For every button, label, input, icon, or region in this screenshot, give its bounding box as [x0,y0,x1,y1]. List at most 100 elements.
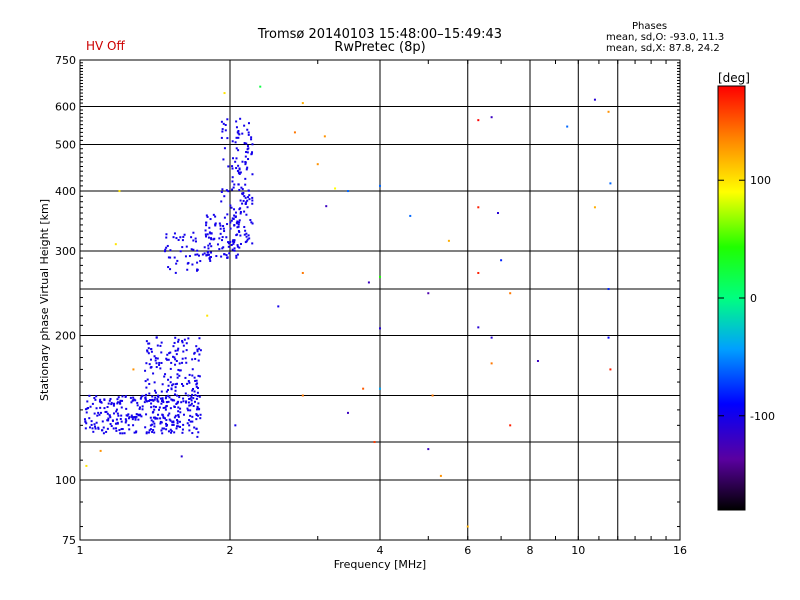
echo-point [168,352,171,355]
echo-point [194,394,197,397]
echo-point [177,414,180,417]
echo-point [190,399,193,402]
echo-point [145,393,148,396]
echo-point [153,381,156,384]
echo-point [160,361,163,364]
echo-point [127,413,130,416]
echo-point [167,384,170,387]
echo-point [178,420,181,423]
echo-point [145,413,148,416]
echo-point [140,415,143,418]
y-tick-label: 400 [55,185,76,198]
echo-point [243,225,246,228]
echo-point [166,358,169,361]
echo-point [293,131,296,134]
echo-point [199,413,202,416]
echo-point [244,229,247,232]
echo-point [195,413,198,416]
echo-point [175,353,178,356]
echo-point [239,212,242,215]
echo-point [250,153,253,156]
echo-point [243,210,246,213]
echo-point [173,232,176,235]
echo-point [197,254,200,257]
echo-point [246,145,249,148]
echo-point [251,173,254,176]
echo-point [214,224,217,227]
echo-point [251,202,254,205]
echo-point [238,219,241,222]
echo-point [112,412,115,415]
echo-point [125,419,128,422]
echo-point [205,254,208,257]
echo-point [239,242,242,245]
echo-point [186,382,189,385]
echo-point [167,266,170,269]
echo-point [509,292,512,295]
echo-point [151,430,154,433]
echo-point [161,413,164,416]
echo-point [239,117,242,120]
echo-point [245,168,248,171]
echo-point [135,431,138,434]
echo-point [607,288,610,291]
echo-point [127,417,130,420]
echo-point [196,268,199,271]
echo-point [225,236,228,239]
echo-point [379,275,381,278]
echo-point [119,402,122,405]
echo-point [99,398,102,401]
echo-point [163,375,166,378]
echo-point [241,193,244,196]
echo-point [134,416,137,419]
echo-point [169,268,172,271]
echo-point [187,401,190,404]
echo-point [190,248,193,251]
echo-point [149,424,152,427]
echo-point [233,247,236,250]
echo-point [152,410,155,413]
echo-point [123,432,126,435]
echo-point [222,227,225,230]
echo-point [214,222,217,225]
echo-point [152,420,155,423]
echo-point [206,215,209,218]
echo-point [165,396,168,399]
echo-point [164,408,167,411]
echo-point [163,417,166,420]
echo-point [229,227,232,230]
echo-point [207,244,210,247]
echo-point [156,417,159,420]
echo-point [135,413,138,416]
echo-point [223,195,226,198]
echo-point [607,110,610,113]
echo-point [490,336,493,339]
echo-point [147,431,150,434]
echo-point [191,263,194,266]
echo-point [117,414,120,417]
echo-point [238,188,241,191]
echo-point [183,338,186,341]
echo-point [151,423,154,426]
echo-point [144,426,147,429]
echo-point [242,199,245,202]
echo-point [175,237,178,240]
echo-point [132,396,135,399]
echo-point [198,395,201,398]
echo-point [124,395,127,398]
echo-point [170,388,173,391]
echo-point [115,418,118,421]
echo-point [210,251,213,254]
echo-point [431,394,434,397]
echo-point [220,255,223,258]
echo-point [215,255,218,258]
echo-point [128,428,131,431]
echo-point [145,362,148,365]
echo-point [109,416,112,419]
echo-point [236,220,239,223]
echo-point [197,374,200,377]
echo-point [231,217,234,220]
echo-point [181,361,184,364]
echo-point [221,239,224,242]
echo-point [132,399,135,402]
